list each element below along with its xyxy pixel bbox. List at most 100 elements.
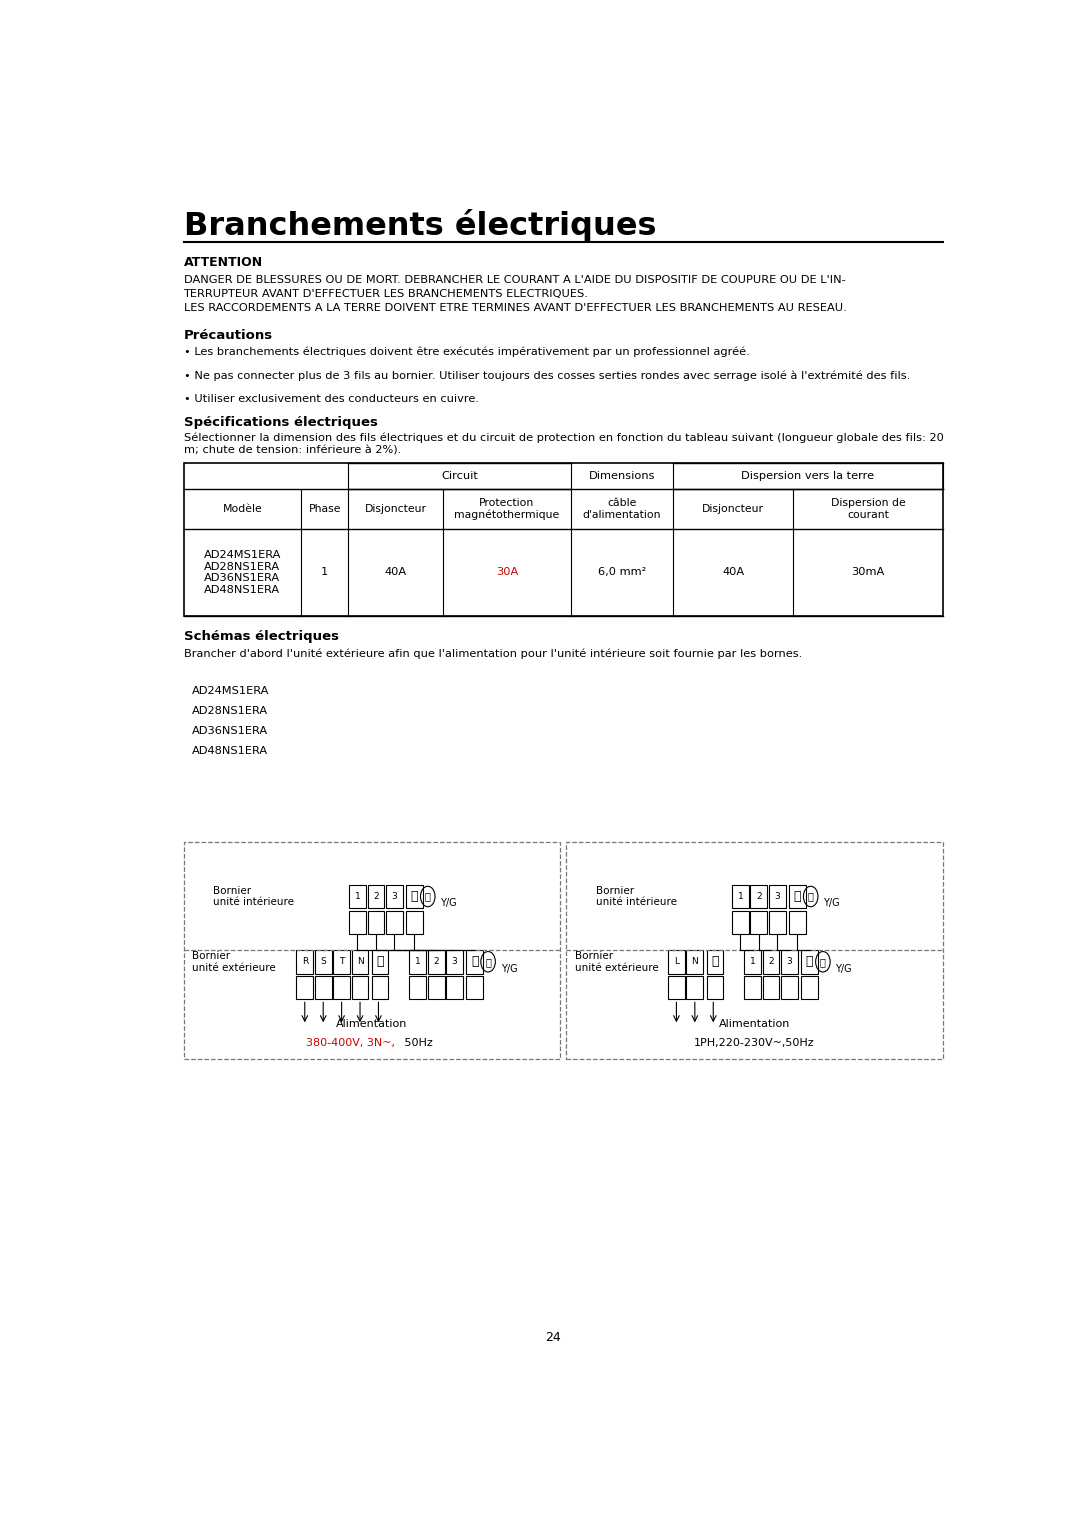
Bar xyxy=(567,841,943,1060)
Bar xyxy=(334,976,350,999)
Text: Bornier
unité intérieure: Bornier unité intérieure xyxy=(213,886,294,907)
Bar xyxy=(687,976,703,999)
Text: 2: 2 xyxy=(433,957,438,967)
Text: Sélectionner la dimension des fils électriques et du circuit de protection en fo: Sélectionner la dimension des fils élect… xyxy=(184,432,944,443)
Text: • Utiliser exclusivement des conducteurs en cuivre.: • Utiliser exclusivement des conducteurs… xyxy=(184,394,478,403)
Text: ⏚: ⏚ xyxy=(820,957,826,967)
Text: Bornier
unité intérieure: Bornier unité intérieure xyxy=(596,886,677,907)
Text: TERRUPTEUR AVANT D'EFFECTUER LES BRANCHEMENTS ELECTRIQUES.: TERRUPTEUR AVANT D'EFFECTUER LES BRANCHE… xyxy=(184,289,589,299)
Text: ⏚: ⏚ xyxy=(424,892,431,901)
Bar xyxy=(467,976,483,999)
Bar xyxy=(744,976,761,999)
Bar xyxy=(706,976,724,999)
Bar xyxy=(372,976,389,999)
Text: • Ne pas connecter plus de 3 fils au bornier. Utiliser toujours des cosses serti: • Ne pas connecter plus de 3 fils au bor… xyxy=(184,370,909,380)
Text: Y/G: Y/G xyxy=(501,964,517,974)
Text: ⏚: ⏚ xyxy=(410,890,418,902)
Bar xyxy=(788,884,806,909)
Text: Schémas électriques: Schémas électriques xyxy=(184,631,338,643)
Bar xyxy=(349,884,366,909)
Text: Branchements électriques: Branchements électriques xyxy=(184,209,656,243)
Bar xyxy=(367,884,384,909)
Text: 2: 2 xyxy=(768,957,773,967)
Text: 3: 3 xyxy=(786,957,793,967)
Text: Y/G: Y/G xyxy=(441,898,457,909)
Bar xyxy=(315,976,332,999)
Text: 40A: 40A xyxy=(384,568,407,577)
Text: 380-400V, 3N~,: 380-400V, 3N~, xyxy=(307,1038,395,1048)
Bar xyxy=(352,976,368,999)
Bar xyxy=(428,950,445,974)
Bar xyxy=(706,950,724,974)
Text: AD28NS1ERA: AD28NS1ERA xyxy=(192,707,268,716)
Bar xyxy=(406,910,422,935)
Text: ⏚: ⏚ xyxy=(471,956,478,968)
Text: Y/G: Y/G xyxy=(823,898,840,909)
Text: 6,0 mm²: 6,0 mm² xyxy=(598,568,646,577)
Bar xyxy=(687,950,703,974)
Text: 24: 24 xyxy=(545,1332,562,1344)
Bar xyxy=(386,884,403,909)
Text: Phase: Phase xyxy=(309,504,341,515)
Text: L: L xyxy=(674,957,679,967)
Text: DANGER DE BLESSURES OU DE MORT. DEBRANCHER LE COURANT A L'AIDE DU DISPOSITIF DE : DANGER DE BLESSURES OU DE MORT. DEBRANCH… xyxy=(184,275,846,286)
Text: N: N xyxy=(356,957,363,967)
Text: AD24MS1ERA: AD24MS1ERA xyxy=(192,687,269,696)
Text: Disjoncteur: Disjoncteur xyxy=(702,504,765,515)
Text: Spécifications électriques: Spécifications électriques xyxy=(184,415,377,429)
Bar xyxy=(349,910,366,935)
Bar xyxy=(467,950,483,974)
Text: • Les branchements électriques doivent être exécutés impérativement par un profe: • Les branchements électriques doivent ê… xyxy=(184,347,750,357)
Text: 2: 2 xyxy=(373,892,379,901)
Bar xyxy=(788,910,806,935)
Bar xyxy=(769,884,785,909)
Bar xyxy=(781,976,798,999)
Text: 40A: 40A xyxy=(723,568,744,577)
Text: R: R xyxy=(301,957,308,967)
Text: ⏚: ⏚ xyxy=(711,956,718,968)
Text: 3: 3 xyxy=(774,892,780,901)
Text: 1PH,220-230V~,50Hz: 1PH,220-230V~,50Hz xyxy=(694,1038,815,1048)
Text: 3: 3 xyxy=(391,892,397,901)
Bar xyxy=(762,950,780,974)
Bar xyxy=(669,976,685,999)
Text: Bornier
unité extérieure: Bornier unité extérieure xyxy=(192,951,275,973)
Text: N: N xyxy=(691,957,698,967)
Bar xyxy=(367,910,384,935)
Text: 1: 1 xyxy=(415,957,420,967)
Text: 50Hz: 50Hz xyxy=(401,1038,433,1048)
Text: Dimensions: Dimensions xyxy=(589,470,656,481)
Bar xyxy=(184,841,559,1060)
Text: AD24MS1ERA
AD28NS1ERA
AD36NS1ERA
AD48NS1ERA: AD24MS1ERA AD28NS1ERA AD36NS1ERA AD48NS1… xyxy=(204,550,281,596)
Text: Précautions: Précautions xyxy=(184,328,272,342)
Text: ATTENTION: ATTENTION xyxy=(184,257,262,269)
Text: Brancher d'abord l'unité extérieure afin que l'alimentation pour l'unité intérie: Brancher d'abord l'unité extérieure afin… xyxy=(184,649,801,660)
Bar xyxy=(446,976,463,999)
Bar xyxy=(409,976,427,999)
Bar xyxy=(446,950,463,974)
Text: 1: 1 xyxy=(321,568,328,577)
Text: LES RACCORDEMENTS A LA TERRE DOIVENT ETRE TERMINES AVANT D'EFFECTUER LES BRANCHE: LES RACCORDEMENTS A LA TERRE DOIVENT ETR… xyxy=(184,304,847,313)
Text: Circuit: Circuit xyxy=(441,470,478,481)
Bar xyxy=(762,976,780,999)
Text: Disjoncteur: Disjoncteur xyxy=(365,504,427,515)
Bar xyxy=(669,950,685,974)
Bar xyxy=(751,910,767,935)
Text: ⏚: ⏚ xyxy=(376,956,383,968)
Bar xyxy=(334,950,350,974)
Text: 1: 1 xyxy=(750,957,756,967)
Bar xyxy=(184,463,943,615)
Bar xyxy=(751,884,767,909)
Bar xyxy=(296,950,313,974)
Text: ⏚: ⏚ xyxy=(485,957,491,967)
Text: Dispersion vers la terre: Dispersion vers la terre xyxy=(741,470,875,481)
Bar xyxy=(386,910,403,935)
Text: m; chute de tension: inférieure à 2%).: m; chute de tension: inférieure à 2%). xyxy=(184,446,401,455)
Bar xyxy=(801,950,818,974)
Text: Y/G: Y/G xyxy=(836,964,852,974)
Bar xyxy=(296,976,313,999)
Text: T: T xyxy=(339,957,345,967)
Bar xyxy=(769,910,785,935)
Bar xyxy=(801,976,818,999)
Text: 30A: 30A xyxy=(496,568,518,577)
